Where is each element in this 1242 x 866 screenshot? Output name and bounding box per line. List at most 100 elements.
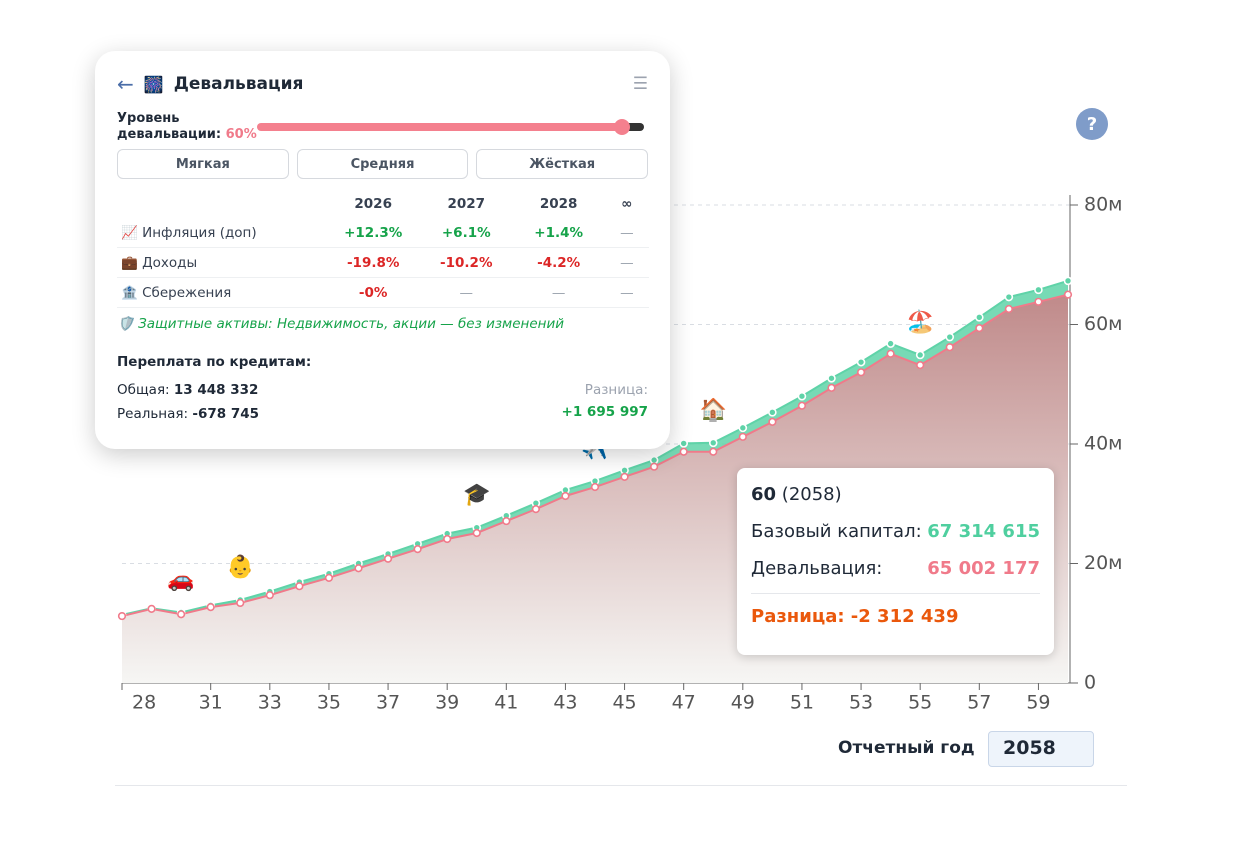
data-point — [1004, 304, 1013, 314]
data-point — [886, 349, 895, 358]
data-point — [738, 423, 748, 433]
row-text: Сбережения — [142, 284, 232, 301]
row-label: 🏦 Сбережения — [117, 277, 327, 308]
panel-icon: 🎆 — [143, 74, 164, 94]
tooltip-header: 60 (2058) — [751, 484, 1040, 505]
y-tick-label: 40м — [1084, 433, 1123, 455]
devaluation-panel: ← 🎆 Девальвация ☰ Уровень девальвации: 6… — [95, 51, 670, 449]
y-tick-label: 20м — [1084, 552, 1123, 574]
data-point — [324, 573, 334, 582]
credit-title: Переплата по кредитам: — [117, 354, 312, 370]
credit-total: Общая: 13 448 332 — [117, 382, 259, 398]
data-point — [620, 465, 629, 475]
x-tick-label: 41 — [494, 692, 518, 714]
value: -678 745 — [192, 406, 260, 422]
cell: — — [604, 247, 649, 278]
credit-right: Разница: +1 695 997 — [562, 376, 648, 422]
header-cell: 2027 — [447, 195, 486, 212]
data-point — [590, 482, 600, 492]
data-point — [856, 368, 866, 377]
row-label: 💼 Доходы — [117, 247, 327, 278]
y-tick-label: 0 — [1084, 672, 1096, 694]
data-point — [797, 391, 807, 401]
data-point — [206, 603, 215, 612]
panel-header: ← 🎆 Девальвация ☰ — [117, 71, 648, 97]
row-text: Инфляция (доп) — [142, 224, 257, 241]
x-tick-label: 43 — [553, 692, 577, 714]
table-header: 2026 2027 2028 ∞ — [117, 189, 649, 218]
data-point — [649, 455, 659, 465]
tooltip-title: 60 — [751, 484, 777, 505]
table-row: 🏦 Сбережения -0% — — — — [117, 277, 649, 308]
value: 65 002 177 — [927, 558, 1040, 579]
cell: — — [419, 277, 513, 308]
x-tick-label: 31 — [199, 692, 223, 714]
slider-row: Уровень девальвации: 60% — [117, 111, 648, 143]
cell: -19.8% — [326, 247, 420, 278]
row-label: 📈 Инфляция (доп) — [117, 218, 327, 248]
event-icon: 🚗 — [167, 567, 194, 592]
menu-button[interactable]: ☰ — [632, 74, 648, 94]
row-icon: 💼 — [121, 254, 138, 271]
x-tick-label: 37 — [376, 692, 400, 714]
data-point — [177, 610, 186, 619]
label: Девальвация: — [751, 558, 883, 579]
x-tick-label: 33 — [258, 692, 282, 714]
event-icon: 👶 — [227, 554, 254, 580]
header-cell — [117, 189, 326, 218]
data-point — [945, 332, 955, 342]
data-point — [561, 491, 570, 501]
effects-table: 2026 2027 2028 ∞ 📈 Инфляция (доп) +12.3% +6.1%… — [117, 189, 649, 308]
data-point — [827, 383, 836, 392]
data-point — [236, 598, 245, 608]
data-point — [1034, 297, 1043, 306]
credit-left: Общая: 13 448 332 Реальная: -678 745 — [117, 376, 259, 422]
help-button[interactable]: ? — [1076, 108, 1108, 140]
slider-knob[interactable] — [614, 119, 630, 135]
data-point — [620, 472, 629, 481]
x-tick-label: 55 — [908, 692, 932, 714]
table-row: 💼 Доходы -19.8% -10.2% -4.2% — — [117, 247, 649, 278]
data-point — [650, 462, 659, 471]
x-tick-label: 39 — [435, 692, 459, 714]
preset-button[interactable]: Жёсткая — [476, 149, 649, 179]
cell: +12.3% — [326, 218, 420, 248]
slider-value: 60% — [225, 127, 257, 142]
tooltip-row: Девальвация: 65 002 177 — [751, 558, 1040, 579]
data-point — [147, 604, 156, 614]
data-point — [709, 447, 718, 456]
data-point — [531, 505, 540, 514]
preset-button[interactable]: Средняя — [296, 149, 469, 179]
data-point — [265, 591, 274, 600]
tooltip-year: (2058) — [781, 484, 842, 505]
data-point — [502, 516, 511, 526]
back-button[interactable]: ← — [117, 72, 134, 96]
note: 🛡️ Защитные активы: Недвижимость, акции … — [117, 316, 648, 332]
x-tick-label: 53 — [849, 692, 873, 714]
divider — [115, 785, 1127, 786]
data-point — [472, 528, 481, 538]
slider[interactable] — [257, 119, 644, 135]
data-point — [768, 408, 777, 417]
header-cell: 2026 — [354, 195, 392, 212]
label: Общая: — [117, 382, 170, 398]
label: Базовый капитал: — [751, 521, 922, 542]
x-tick-label: 57 — [967, 692, 991, 714]
data-point — [768, 417, 777, 426]
panel-title: Девальвация — [173, 74, 304, 94]
cell: — — [604, 218, 649, 248]
credit-block: Общая: 13 448 332 Реальная: -678 745 Раз… — [117, 376, 648, 422]
data-point — [383, 554, 393, 563]
note-icon: 🛡️ — [117, 316, 134, 332]
data-point — [916, 361, 925, 370]
value: 67 314 615 — [927, 521, 1040, 542]
row-icon: 📈 — [121, 224, 138, 241]
data-point — [443, 534, 452, 544]
credit-real: Реальная: -678 745 — [117, 406, 259, 422]
event-icon: 🎓 — [463, 483, 490, 508]
preset-buttons: Мягкая Средняя Жёсткая — [117, 149, 649, 179]
report-input[interactable]: 2058 — [988, 731, 1094, 767]
preset-button[interactable]: Мягкая — [117, 149, 289, 179]
x-tick-label: 28 — [132, 692, 156, 714]
cell: — — [512, 277, 605, 308]
